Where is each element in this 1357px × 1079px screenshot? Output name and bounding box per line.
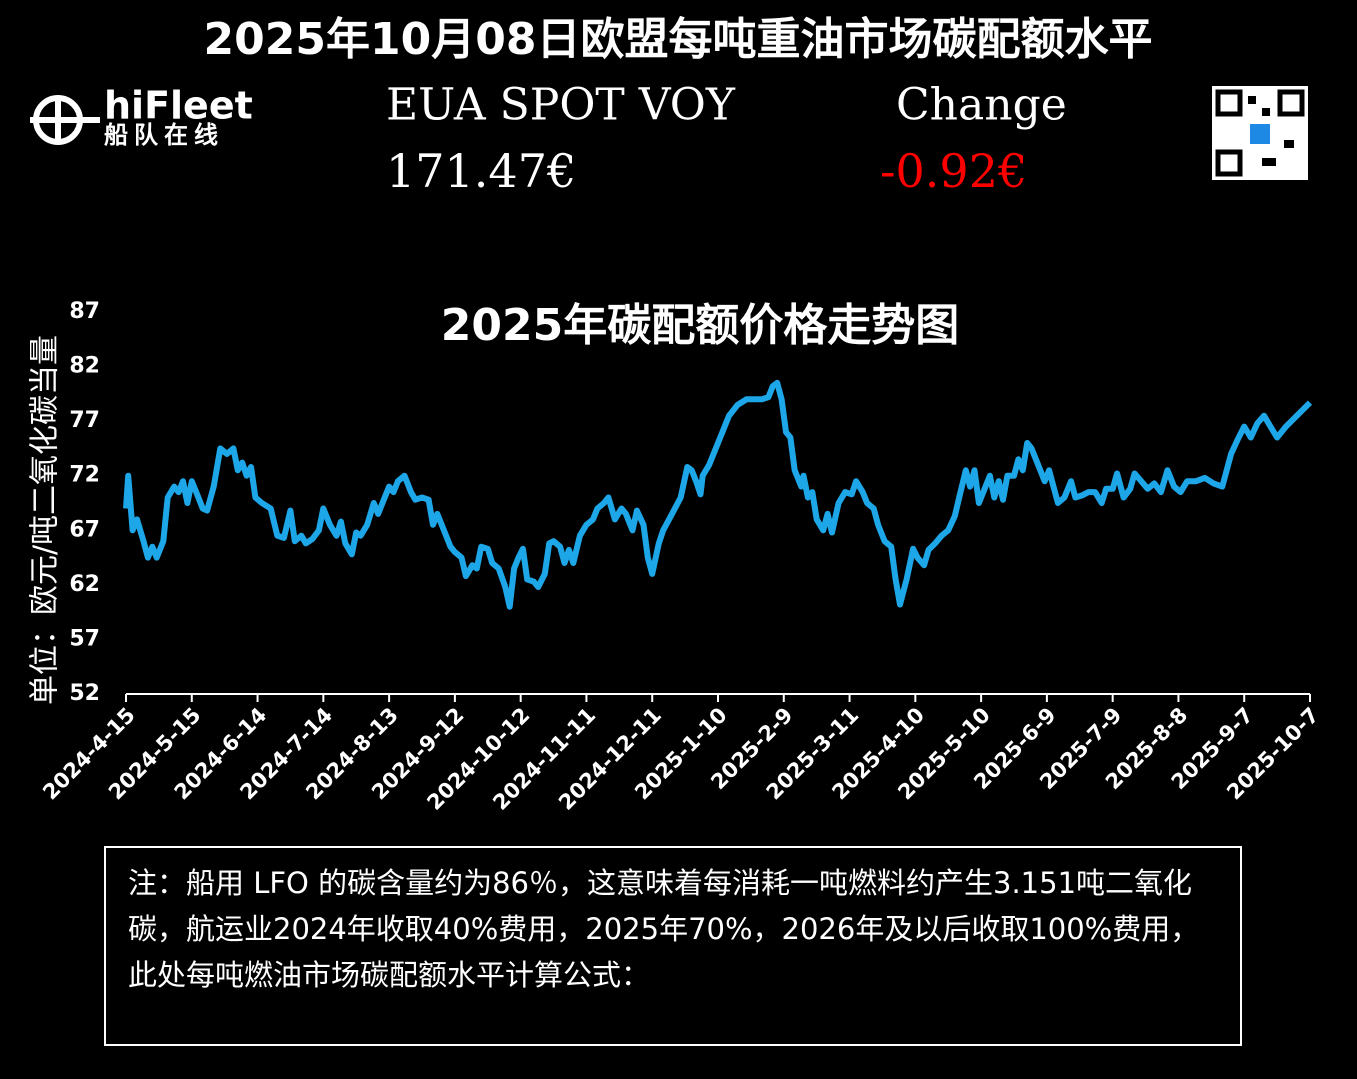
value-left: 171.47€ bbox=[386, 144, 576, 198]
qr-code bbox=[1212, 86, 1308, 180]
y-tick-label: 67 bbox=[69, 517, 100, 542]
logo-subtitle: 船队在线 bbox=[104, 121, 224, 149]
y-tick-label: 52 bbox=[69, 681, 100, 706]
y-tick-label: 87 bbox=[69, 299, 100, 324]
chart-title: 2025年碳配额价格走势图 bbox=[441, 300, 959, 351]
y-tick-label: 82 bbox=[69, 354, 100, 379]
y-axis-label: 单位：欧元/吨二氧化碳当量 bbox=[28, 335, 63, 705]
logo-name: hiFleet bbox=[104, 84, 253, 128]
y-tick-label: 57 bbox=[69, 626, 100, 651]
price-line bbox=[123, 379, 1313, 610]
y-tick-label: 77 bbox=[69, 408, 100, 433]
value-right: -0.92€ bbox=[880, 144, 1027, 198]
logo-icon bbox=[30, 95, 100, 145]
page-title: 2025年10月08日欧盟每吨重油市场碳配额水平 bbox=[204, 14, 1153, 65]
note: 注：船用 LFO 的碳含量约为86％，这意味着每消耗一吨燃料约产生3.151吨二… bbox=[104, 846, 1242, 1046]
y-tick-label: 62 bbox=[69, 572, 100, 597]
label-right: Change bbox=[896, 80, 1067, 131]
label-left: EUA SPOT VOY bbox=[386, 80, 736, 131]
y-tick-label: 72 bbox=[69, 463, 100, 488]
